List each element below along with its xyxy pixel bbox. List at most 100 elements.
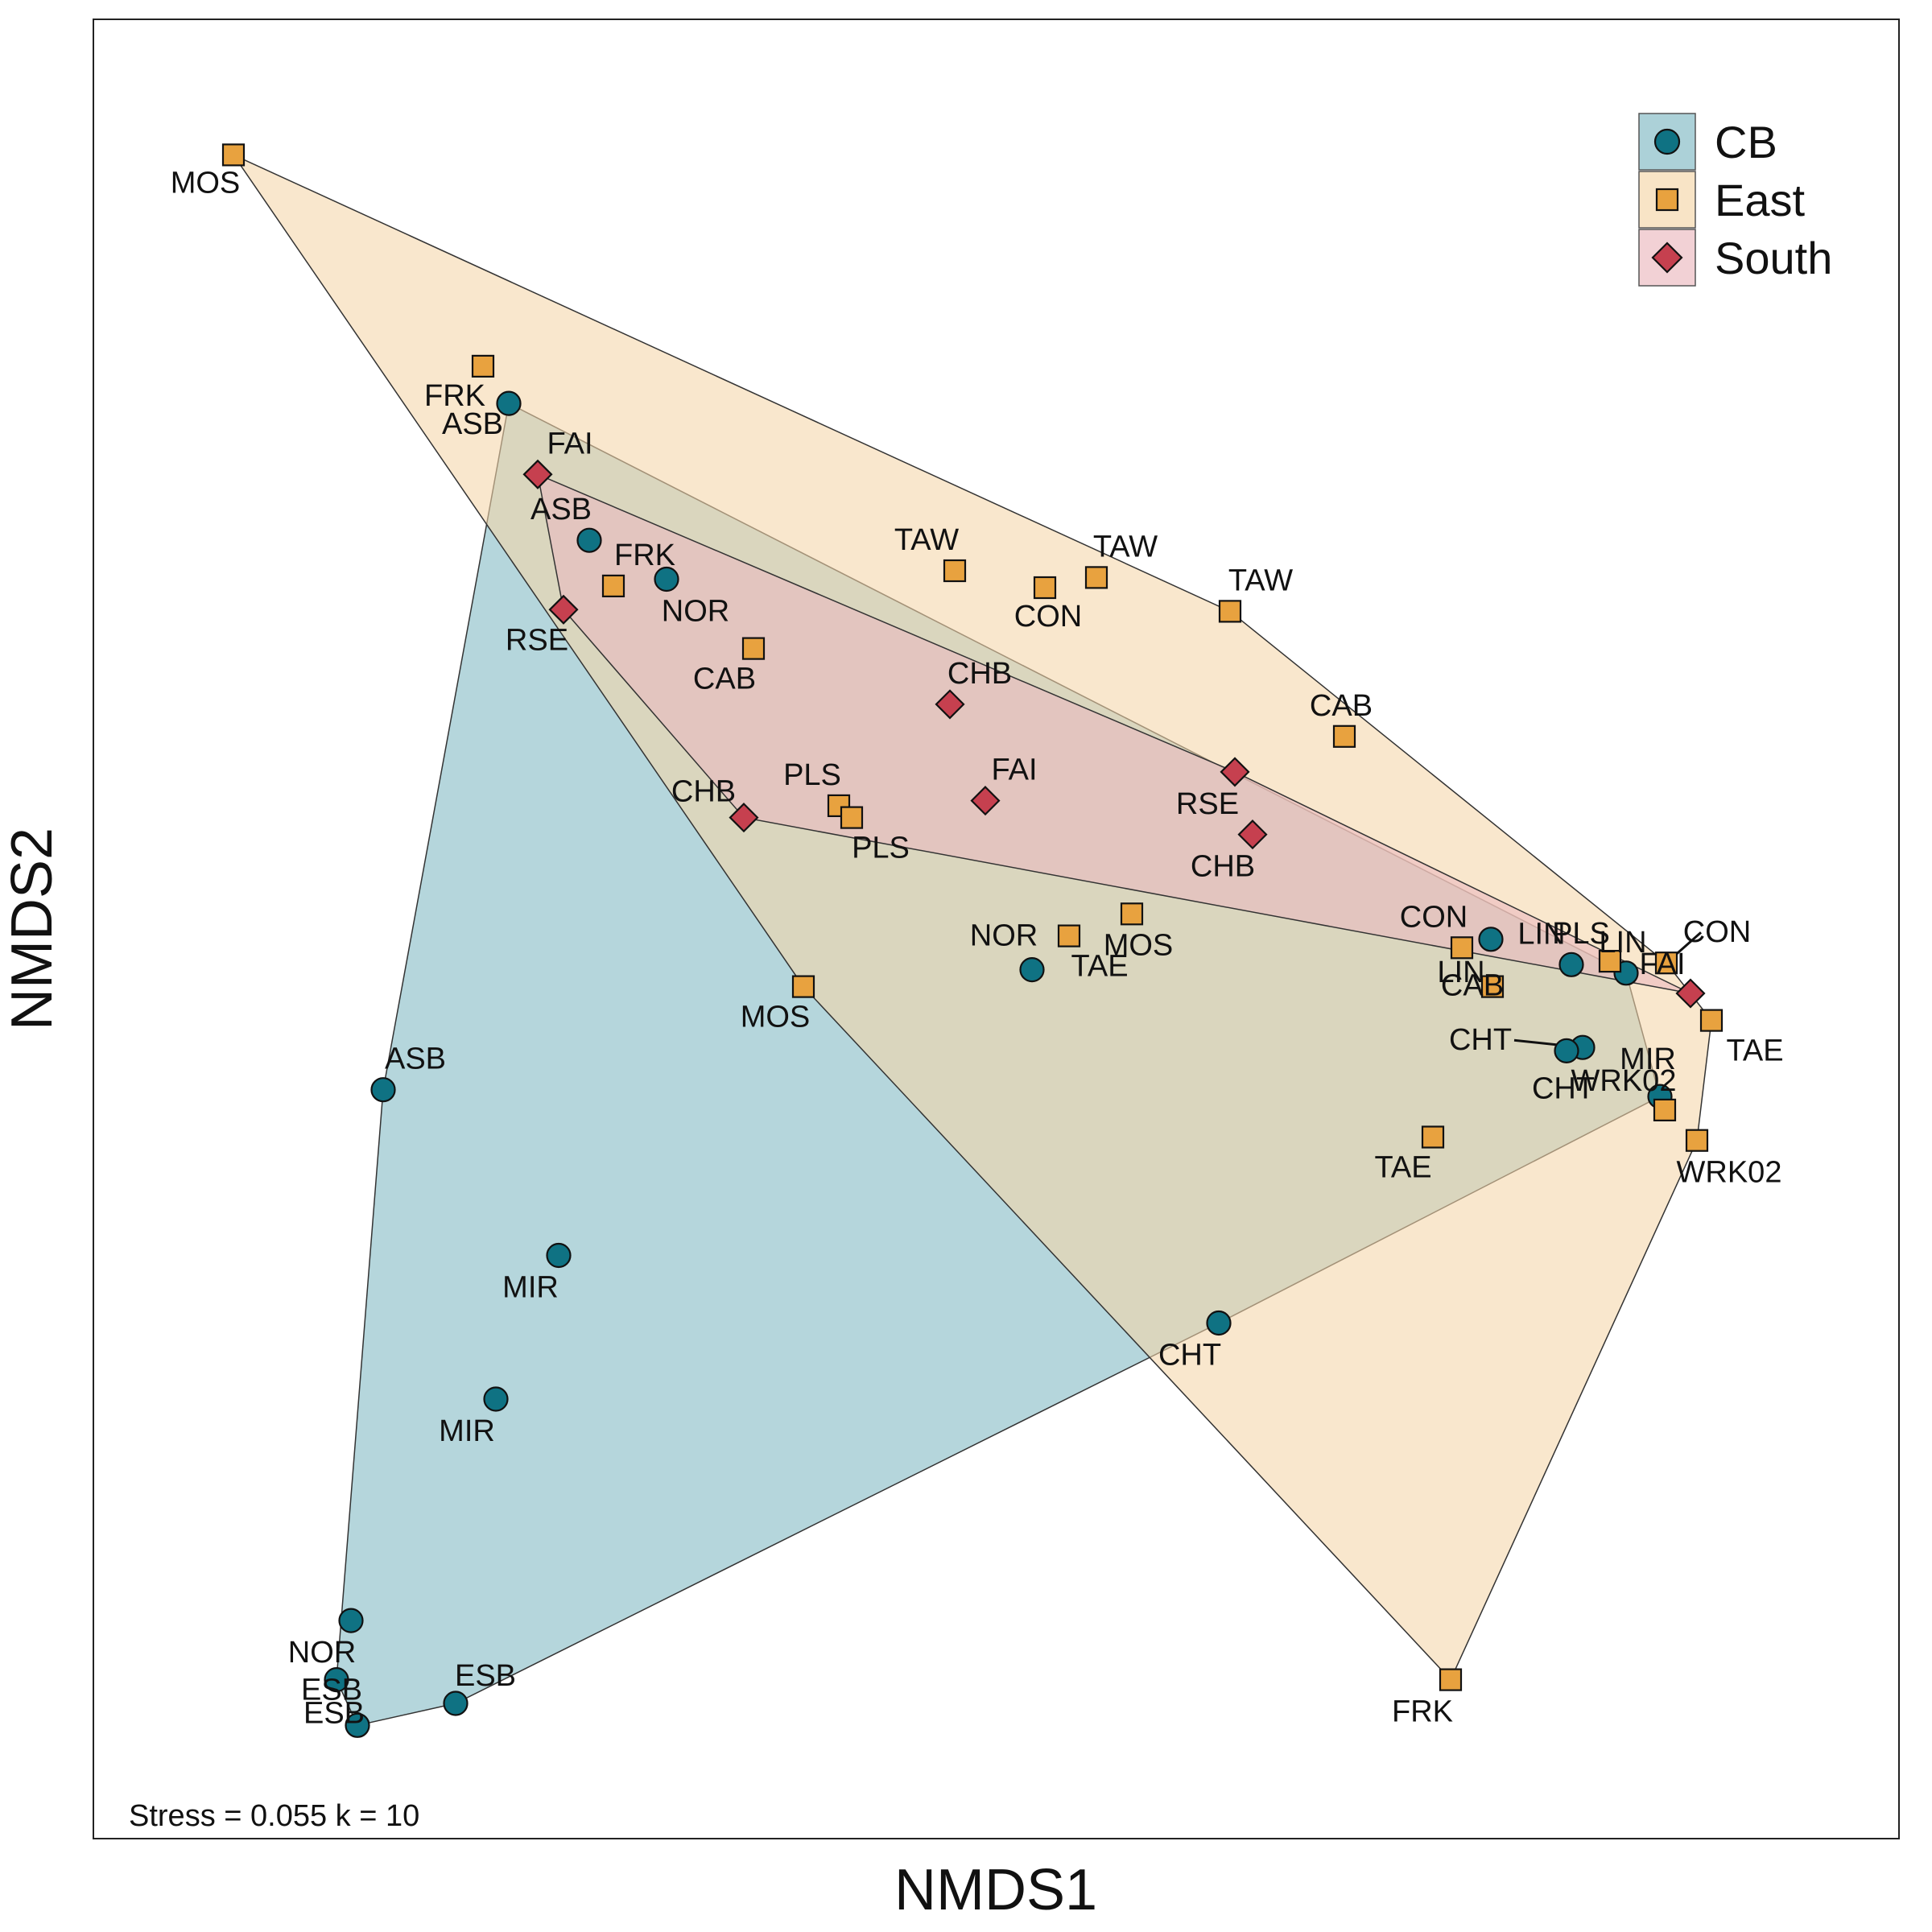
cb-point-esb — [324, 1667, 349, 1693]
group-hulls — [231, 153, 1712, 1727]
east-point-mos — [791, 975, 815, 998]
point-label-tae: TAE — [1071, 950, 1128, 984]
point-label-lin: LIN — [1517, 917, 1565, 951]
east-point-con — [1450, 936, 1474, 960]
east-point-cab — [741, 637, 766, 660]
cb-point-mir — [546, 1242, 572, 1269]
east-point-tae — [1699, 1009, 1724, 1032]
cb-point-nor — [654, 566, 679, 592]
east-point-pls — [827, 794, 851, 818]
east-point-wrk02 — [1653, 1098, 1677, 1122]
point-label-esb: ESB — [303, 1697, 365, 1731]
east-point-tae — [1421, 1125, 1445, 1149]
east-point-tae — [1057, 924, 1081, 947]
point-label-mos: MOS — [741, 1001, 811, 1034]
east-point-wrk02 — [1685, 1129, 1709, 1152]
cb-point-mir — [483, 1386, 509, 1412]
point-label-asb: ASB — [530, 493, 592, 526]
point-label-frk: FRK — [1392, 1695, 1453, 1729]
east-point-mos — [1120, 902, 1144, 926]
point-label-tae: TAE — [1374, 1151, 1431, 1185]
cb-point-esb — [443, 1690, 469, 1716]
east-point-taw — [1084, 566, 1108, 589]
cb-point-cht — [1206, 1310, 1232, 1336]
legend-label-south: South — [1715, 233, 1832, 283]
south-point-chb — [1237, 819, 1268, 850]
east-point-taw — [1218, 600, 1242, 623]
plot-frame — [93, 19, 1900, 1839]
south-point-rse — [1220, 757, 1250, 787]
point-label-asb: ASB — [442, 407, 503, 441]
cb-point-lin — [1558, 952, 1584, 977]
point-label-mos: MOS — [1104, 928, 1174, 962]
cb-point-asb — [370, 1077, 396, 1103]
south-point-chb — [935, 689, 965, 720]
point-label-asb: ASB — [385, 1042, 446, 1076]
point-label-cht: CHT — [1449, 1023, 1512, 1057]
legend-label-east: East — [1715, 175, 1805, 225]
point-label-fai: FAI — [991, 753, 1037, 787]
legend-label-cb: CB — [1715, 117, 1777, 167]
point-label-mir: MIR — [1620, 1042, 1676, 1076]
east-point-cab — [1480, 975, 1505, 998]
east-point-con — [1654, 952, 1678, 975]
cb-point-nor — [338, 1608, 364, 1633]
point-label-wrk02: WRK02 — [1677, 1156, 1782, 1190]
south-point-fai — [1675, 978, 1706, 1009]
east-point-cab — [1332, 724, 1356, 748]
south-point-chb — [729, 803, 759, 833]
cb-point-asb — [496, 390, 522, 416]
point-label-cht: CHT — [1532, 1071, 1595, 1105]
cb-point-lin — [1478, 927, 1504, 952]
cb-point-nor — [1019, 956, 1045, 983]
south-point-fai — [522, 459, 553, 489]
east-point-con — [1033, 576, 1057, 600]
point-label-mir: MIR — [439, 1414, 495, 1448]
legend: CB East South — [1638, 113, 1832, 287]
point-label-taw: TAW — [894, 523, 959, 557]
point-label-chb: CHB — [671, 775, 736, 809]
cb-point-esb — [345, 1712, 370, 1738]
point-label-cab: CAB — [1310, 689, 1373, 723]
point-label-fai: FAI — [547, 427, 592, 460]
east-point-mos — [221, 143, 246, 167]
point-label-con: CON — [1014, 600, 1082, 634]
point-label-frk: FRK — [424, 379, 485, 413]
point-label-esb: ESB — [301, 1673, 362, 1707]
x-axis-title: NMDS1 — [894, 1858, 1097, 1922]
data-points — [221, 143, 1724, 1738]
hull-south — [536, 473, 1691, 994]
point-label-nor: NOR — [662, 595, 729, 629]
point-label-cab: CAB — [1441, 969, 1504, 1003]
point-label-tae: TAE — [1726, 1034, 1783, 1068]
point-label-chb: CHB — [1191, 850, 1255, 884]
point-label-frk: FRK — [614, 539, 675, 572]
point-label-lin: LIN — [1437, 956, 1484, 989]
point-label-nor: NOR — [970, 919, 1038, 953]
legend-symbol-cb — [1653, 128, 1681, 155]
point-label-lin: LIN — [1599, 926, 1646, 960]
east-point-frk — [1439, 1668, 1463, 1691]
point-label-mos: MOS — [171, 166, 241, 200]
point-label-cab: CAB — [693, 663, 756, 696]
point-label-rse: RSE — [506, 623, 568, 657]
point-label-cht: CHT — [1158, 1339, 1221, 1373]
y-axis-title: NMDS2 — [0, 828, 64, 1030]
point-label-pls: PLS — [783, 758, 841, 792]
east-point-pls — [840, 806, 864, 829]
cb-point-asb — [576, 527, 602, 553]
point-label-nor: NOR — [288, 1636, 356, 1670]
east-point-frk — [471, 354, 495, 378]
point-label-chb: CHB — [947, 657, 1012, 691]
point-label-taw: TAW — [1228, 564, 1293, 597]
legend-symbol-south — [1651, 242, 1683, 274]
east-point-pls — [1598, 949, 1622, 973]
point-label-fai: FAI — [1639, 947, 1685, 981]
point-label-con: CON — [1683, 915, 1751, 949]
east-point-frk — [601, 574, 625, 598]
legend-symbol-east — [1655, 188, 1679, 212]
point-label-wrk02: WRK02 — [1571, 1064, 1677, 1098]
point-label-mir: MIR — [502, 1271, 559, 1305]
